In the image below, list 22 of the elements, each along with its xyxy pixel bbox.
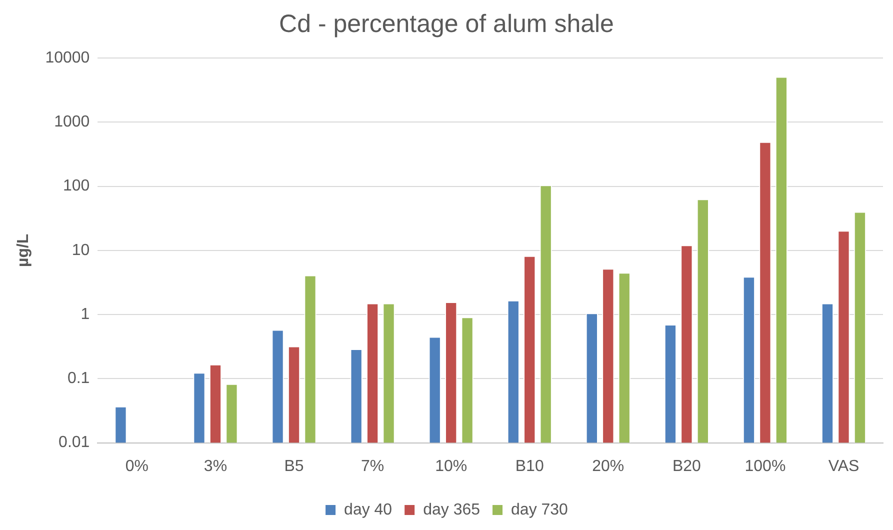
legend-label: day 365 — [423, 501, 480, 518]
y-axis-title: µg/L — [15, 234, 32, 268]
y-tick-label: 0.01 — [58, 434, 90, 452]
y-tick-label: 10000 — [45, 49, 90, 66]
x-tick-label: B5 — [284, 458, 304, 475]
x-tick-label: 10% — [435, 458, 468, 475]
y-tick-label: 1000 — [54, 114, 90, 131]
x-tick-label: 20% — [592, 458, 624, 475]
legend-label: day 730 — [511, 501, 568, 518]
x-tick-label: 3% — [204, 458, 228, 475]
x-tick-label: 0% — [125, 458, 149, 475]
x-tick-label: VAS — [828, 458, 860, 475]
x-tick-label: B20 — [672, 458, 702, 475]
y-tick-label: 1 — [80, 306, 90, 323]
y-tick-label: 0.1 — [67, 370, 90, 388]
x-tick-label: 7% — [360, 458, 384, 475]
legend-label: day 40 — [344, 501, 392, 518]
y-tick-label: 10 — [72, 242, 90, 259]
x-tick-label: B10 — [515, 458, 544, 475]
chart-title: Cd - percentage of alum shale — [279, 10, 614, 38]
y-tick-label: 100 — [62, 178, 90, 195]
x-tick-label: 100% — [744, 458, 786, 475]
